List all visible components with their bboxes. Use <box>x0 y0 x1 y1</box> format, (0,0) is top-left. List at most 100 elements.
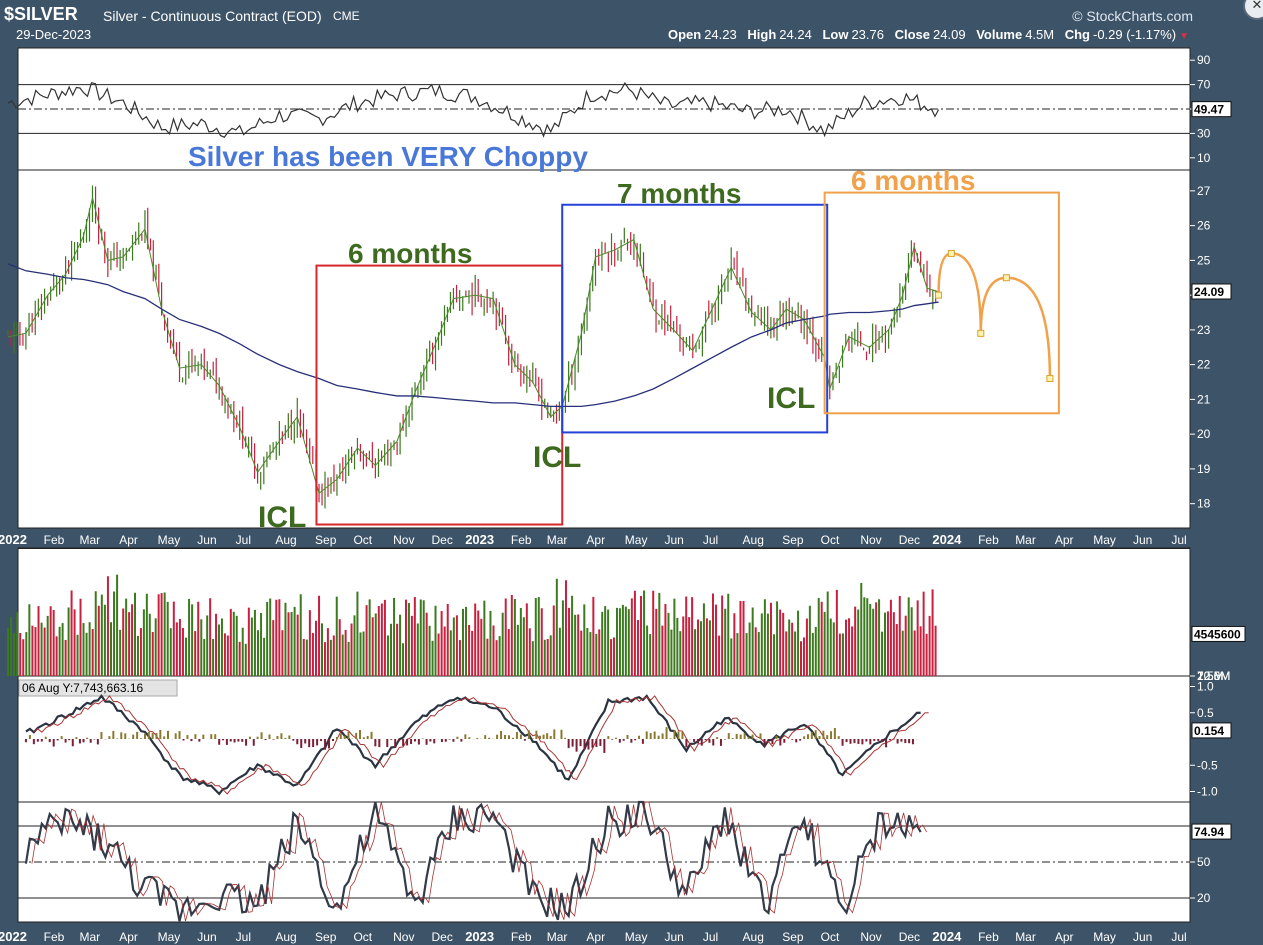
x-axis-top-month-label: May <box>158 533 181 547</box>
chg-label: Chg <box>1064 27 1090 42</box>
x-axis-top-month-label: Jul <box>1171 533 1186 547</box>
x-axis-top-month-label: Jul <box>703 533 718 547</box>
price-tick-label: 21 <box>1197 392 1211 406</box>
projection-point <box>977 329 985 337</box>
low-label: Low <box>822 27 849 42</box>
volume-label: Volume <box>976 27 1023 42</box>
price-tick-label: 22 <box>1197 358 1211 372</box>
x-axis-bottom-month-label: Mar <box>1015 930 1036 944</box>
volume-tick-label: 12.5M <box>1197 669 1230 683</box>
price-tick-label: 18 <box>1197 497 1211 511</box>
crosshair-tooltip: 06 Aug Y:7,743,663.16 <box>22 681 144 695</box>
x-axis-top-month-label: Oct <box>821 533 840 547</box>
stochastic-line <box>24 800 922 922</box>
projection-point <box>947 249 955 257</box>
volume-tick-label: 10.0M <box>1197 669 1230 683</box>
projection-point <box>1046 375 1054 383</box>
macd-tick-label: 0.5 <box>1197 706 1214 720</box>
x-axis-bottom-month-label: Dec <box>899 930 920 944</box>
x-axis-bottom-month-label: May <box>158 930 181 944</box>
price-tick-label: 20 <box>1197 427 1211 441</box>
low-value: 23.76 <box>851 27 884 42</box>
macd-last-value-box <box>1191 722 1232 739</box>
x-axis-top-month-label: Nov <box>393 533 414 547</box>
x-axis-bottom-month-label: Feb <box>511 930 532 944</box>
x-axis-top-month-label: Apr <box>586 533 605 547</box>
rsi-last-value-box <box>1191 101 1232 118</box>
rsi-last-value: 49.47 <box>1194 103 1224 117</box>
x-axis-top-month-label: May <box>1093 533 1116 547</box>
high-label: High <box>747 27 777 42</box>
volume-top-border <box>18 548 1190 549</box>
x-axis-bottom-month-label: Jul <box>1171 930 1186 944</box>
rsi-line <box>7 81 940 138</box>
stochastic-tick-label: 20 <box>1197 891 1211 905</box>
x-axis-bottom-month-label: Oct <box>353 930 372 944</box>
price-last-value-box <box>1191 283 1232 300</box>
price-close-line <box>7 197 939 495</box>
price-tick-label: 27 <box>1197 184 1211 198</box>
symbol-title: $SILVER <box>4 4 78 24</box>
stochastic-tick-label: 50 <box>1197 855 1211 869</box>
x-axis-top-month-label: Apr <box>1055 533 1074 547</box>
macd-signal-line <box>33 695 929 795</box>
macd-line <box>25 694 921 796</box>
x-axis-bottom-month-label: Oct <box>821 930 840 944</box>
panel-price <box>17 169 1191 529</box>
x-axis-bottom-month-label: May <box>1093 930 1116 944</box>
chart-annotation-title: Silver has been VERY Choppy <box>188 141 588 172</box>
price-last-value: 24.09 <box>1194 285 1224 299</box>
x-axis-bottom-month-label: May <box>625 930 648 944</box>
open-label: Open <box>667 27 702 42</box>
x-axis-bottom-month-label: Apr <box>586 930 605 944</box>
icl-label-3: ICL <box>767 382 815 415</box>
rsi-tick-label: 70 <box>1197 78 1211 92</box>
box2-label: 7 months <box>617 178 741 209</box>
chart-date: 29-Dec-2023 <box>16 27 92 42</box>
panel-vol <box>17 547 1191 677</box>
macd-tick-label: 1.0 <box>1197 680 1214 694</box>
macd-last-value: 0.154 <box>1194 724 1224 738</box>
x-axis-top-month-label: Mar <box>1015 533 1036 547</box>
x-axis-top-month-label: Jun <box>664 533 683 547</box>
x-axis-top-month-label: Aug <box>275 533 296 547</box>
x-axis-top-month-label: 2022 <box>0 532 27 547</box>
x-axis-bottom-month-label: Jun <box>664 930 683 944</box>
open-value: 24.23 <box>704 27 737 42</box>
brand-label: © StockCharts.com <box>1072 8 1193 24</box>
x-axis-bottom-month-label: Sep <box>782 930 804 944</box>
x-axis-top-month-label: Feb <box>511 533 532 547</box>
close-value: 24.09 <box>933 27 966 42</box>
macd-tick-label: -1.0 <box>1197 785 1218 799</box>
close-icon[interactable]: ✕ <box>1243 0 1263 20</box>
stochastic-last-value-box <box>1191 823 1232 840</box>
volume-value: 4.5M <box>1025 27 1055 42</box>
x-axis-top-month-label: Sep <box>782 533 804 547</box>
volume-tick-label: 7.5M <box>1197 669 1224 683</box>
x-axis-top-month-label: Jun <box>1133 533 1152 547</box>
orange-cycle-box <box>823 191 1060 415</box>
x-axis-bottom-month-label: Nov <box>393 930 414 944</box>
chg-value: -0.29 (-1.17%) <box>1093 27 1177 42</box>
quote-summary: Open 24.23 High 24.24 Low 23.76 Close 24.09 … <box>661 27 1189 42</box>
rsi-tick-label: 90 <box>1197 53 1211 67</box>
x-axis-bottom-month-label: Mar <box>80 930 101 944</box>
price-tick-label: 23 <box>1197 323 1211 337</box>
volume-last-value-box <box>1191 625 1246 642</box>
x-axis-top-month-label: Apr <box>119 533 138 547</box>
high-value: 24.24 <box>779 27 812 42</box>
crosshair-tooltip-box <box>18 679 178 697</box>
price-tick-label: 26 <box>1197 219 1211 233</box>
x-axis-top-month-label: Dec <box>432 533 453 547</box>
x-axis-bottom-month-label: Mar <box>547 930 568 944</box>
x-axis-top-month-label: Dec <box>899 533 920 547</box>
x-axis-top-month-label: 2024 <box>932 532 962 547</box>
x-axis-bottom-month-label: Aug <box>275 930 296 944</box>
exchange-label: CME <box>333 9 360 23</box>
x-axis-bottom-month-label: 2023 <box>465 929 494 944</box>
box3-label: 6 months <box>851 165 975 196</box>
rsi-tick-label: 10 <box>1197 151 1211 165</box>
x-axis-top-month-label: 2023 <box>465 532 494 547</box>
